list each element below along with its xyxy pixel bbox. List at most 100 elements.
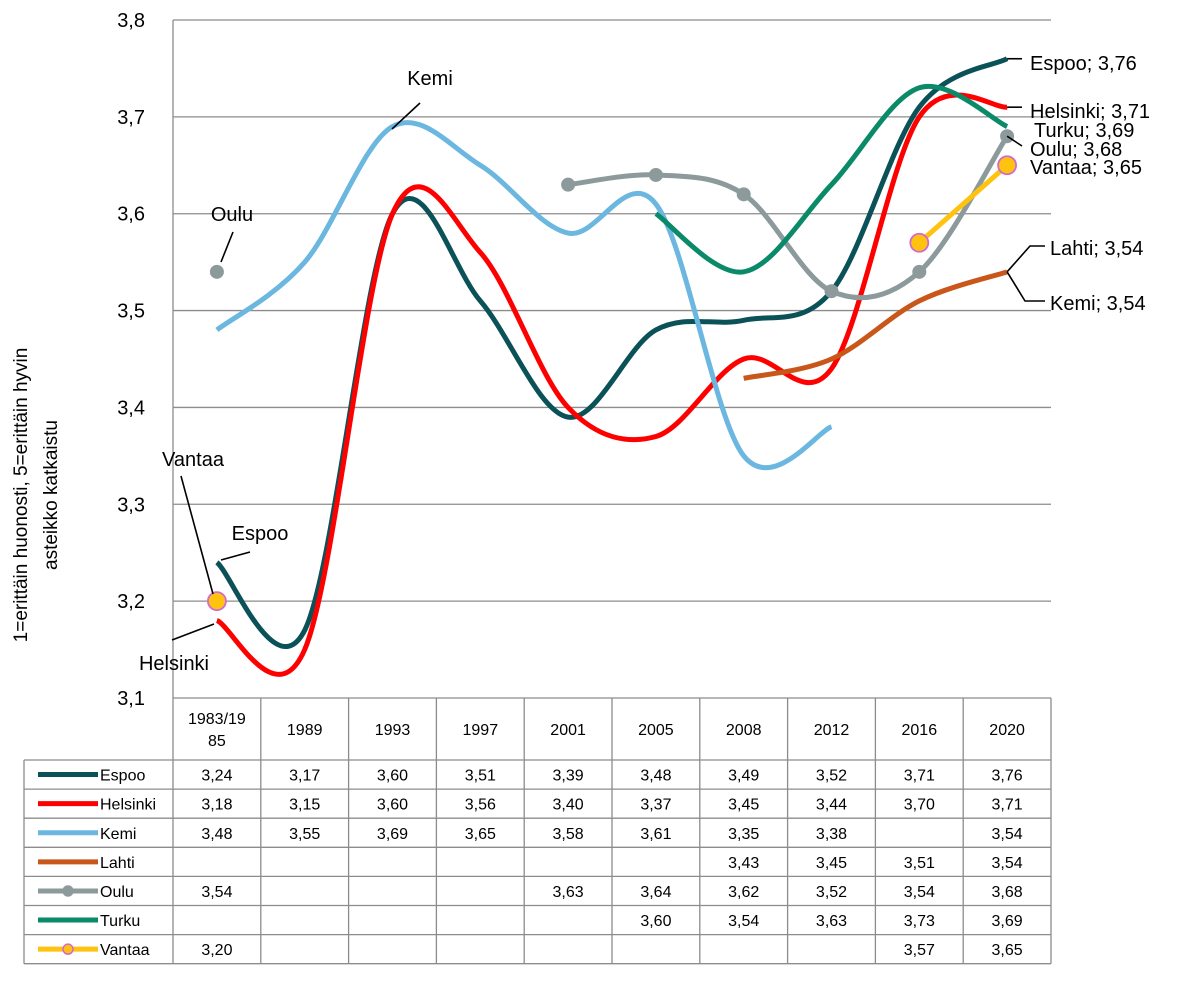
table-cell: 3,51 xyxy=(904,855,935,872)
table-cell: 3,45 xyxy=(816,855,847,872)
series-line-vantaa xyxy=(917,163,1009,245)
annotation-label: Turku; 3,69 xyxy=(1034,120,1134,142)
point-oulu xyxy=(209,264,224,279)
series-line-espoo xyxy=(215,56,1009,649)
annotation-leader xyxy=(220,231,234,263)
table-cell: 3,70 xyxy=(904,797,935,814)
annotation-label: Espoo xyxy=(232,523,289,545)
table-cell: 3,17 xyxy=(289,768,320,785)
table-cell: 3,57 xyxy=(904,942,935,959)
annotation-leader xyxy=(391,102,421,130)
table-cell: 3,48 xyxy=(201,826,232,843)
table-cell: 3,63 xyxy=(816,913,847,930)
table-header-cell: 1993 xyxy=(375,722,411,739)
series-line-kemi xyxy=(215,120,833,471)
annotation-label: Oulu xyxy=(211,204,253,226)
point-vantaa xyxy=(909,232,930,253)
y-tick-label: 3,6 xyxy=(117,204,145,226)
annotation-leader xyxy=(1006,271,1045,302)
table-header-cell: 1997 xyxy=(463,722,499,739)
table-cell: 3,39 xyxy=(553,768,584,785)
y-tick-label: 3,5 xyxy=(117,301,145,323)
table-cell: 3,37 xyxy=(640,797,671,814)
annotation-label: Lahti; 3,54 xyxy=(1050,238,1143,260)
table-cell: 3,63 xyxy=(553,884,584,901)
y-tick-labels: 3,1 3,2 3,3 3,4 3,5 3,6 3,7 3,8 xyxy=(117,10,145,710)
table-cell: 3,38 xyxy=(816,826,847,843)
table-cell: 3,73 xyxy=(904,913,935,930)
y-tick-label: 3,1 xyxy=(117,688,145,710)
table-cell: 3,60 xyxy=(377,797,408,814)
series-line-lahti xyxy=(743,269,1008,381)
table-cell: 3,20 xyxy=(201,942,232,959)
legend-label-turku: Turku xyxy=(100,913,140,930)
y-axis-label: 1=erittäin huonosti, 5=erittäin hyvin ast… xyxy=(11,348,62,643)
table-cell: 3,64 xyxy=(640,884,671,901)
y-tick-label: 3,8 xyxy=(117,10,145,32)
table-cell: 3,71 xyxy=(904,768,935,785)
annotation-leader xyxy=(1006,245,1045,273)
y-tick-label: 3,4 xyxy=(117,397,145,419)
series-lines xyxy=(215,56,1010,677)
table-cell: 3,48 xyxy=(640,768,671,785)
point-oulu xyxy=(736,187,751,202)
point-vantaa xyxy=(997,155,1017,176)
annotation-label: Espoo; 3,76 xyxy=(1030,53,1137,75)
table-header-cell: 2008 xyxy=(726,722,762,739)
table-cell: 3,49 xyxy=(728,768,759,785)
table-cell: 3,40 xyxy=(553,797,584,814)
table-cell: 3,54 xyxy=(728,913,759,930)
table-cell: 3,60 xyxy=(640,913,671,930)
table-cell: 3,69 xyxy=(377,826,408,843)
table-cell: 3,15 xyxy=(289,797,320,814)
legend-label-espoo: Espoo xyxy=(100,768,145,785)
annotation-label: Vantaa xyxy=(162,449,225,471)
table-cell: 3,65 xyxy=(992,942,1023,959)
y-axis-label-line1: 1=erittäin huonosti, 5=erittäin hyvin xyxy=(11,348,32,643)
table-cell: 3,35 xyxy=(728,826,759,843)
y-axis-label-line2: asteikko katkaistu xyxy=(41,420,62,570)
table-cell: 3,56 xyxy=(465,797,496,814)
data-table: 1983/19 85 1989 1993 1997 2001 2005 2008 2012 201… xyxy=(23,697,1052,965)
annotation-leader xyxy=(180,475,214,595)
table-header-cell: 1983/19 xyxy=(188,711,246,728)
legend-label-helsinki: Helsinki xyxy=(100,797,156,814)
legend-label-lahti: Lahti xyxy=(100,855,135,872)
annotation-label: Kemi; 3,54 xyxy=(1050,293,1146,315)
table-cell: 3,61 xyxy=(640,826,671,843)
table-header-cell: 2016 xyxy=(902,722,938,739)
table-header-cell: 2005 xyxy=(638,722,674,739)
annotation-label: Oulu; 3,68 xyxy=(1030,139,1122,161)
annotation-label: Helsinki xyxy=(139,653,209,675)
table-cell: 3,52 xyxy=(816,884,847,901)
annotation-leader xyxy=(220,551,251,561)
table-cell: 3,43 xyxy=(728,855,759,872)
table-header-cell: 1989 xyxy=(287,722,323,739)
legend-label-kemi: Kemi xyxy=(100,826,136,843)
annotation-leader xyxy=(1006,135,1023,147)
table-cell: 3,60 xyxy=(377,768,408,785)
table-cell: 3,71 xyxy=(992,797,1023,814)
table-cell: 3,65 xyxy=(465,826,496,843)
point-oulu xyxy=(561,177,576,192)
table-cell: 3,18 xyxy=(201,797,232,814)
table-header-cell: 85 xyxy=(208,733,226,750)
y-tick-label: 3,7 xyxy=(117,107,145,129)
table-cell: 3,44 xyxy=(816,797,847,814)
legend-label-oulu: Oulu xyxy=(100,884,134,901)
table-cell: 3,24 xyxy=(201,768,232,785)
table-header-cell: 2001 xyxy=(550,722,586,739)
table-cell: 3,69 xyxy=(992,913,1023,930)
table-cell: 3,54 xyxy=(992,855,1023,872)
annotation-label: Vantaa; 3,65 xyxy=(1030,157,1142,179)
point-oulu xyxy=(912,264,927,279)
table-cell: 3,52 xyxy=(816,768,847,785)
point-oulu xyxy=(824,284,839,299)
series-line-oulu xyxy=(567,134,1010,301)
table-cell: 3,76 xyxy=(992,768,1023,785)
annotation-label: Helsinki; 3,71 xyxy=(1030,101,1150,123)
y-tick-label: 3,2 xyxy=(117,591,145,613)
table-cell: 3,54 xyxy=(201,884,232,901)
series-markers xyxy=(206,129,1017,612)
